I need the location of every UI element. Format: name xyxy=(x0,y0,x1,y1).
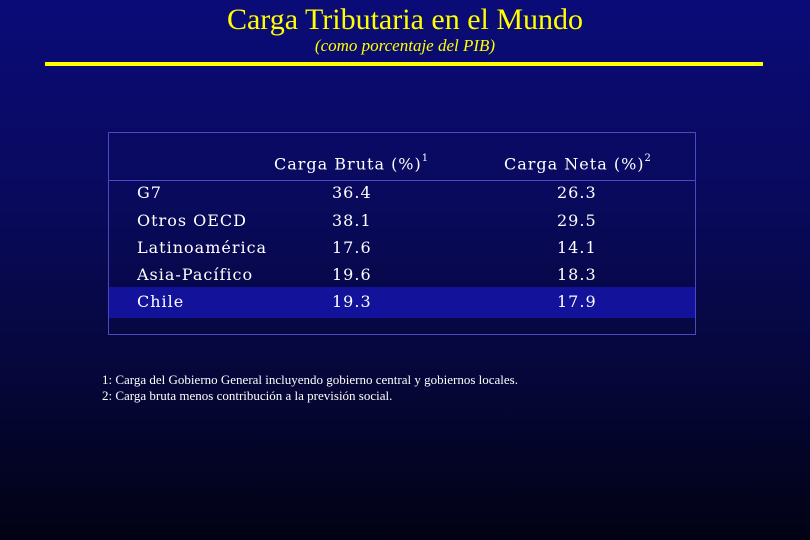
row-neta: 29.5 xyxy=(557,211,597,230)
header-carga-neta: Carga Neta (%)2 xyxy=(504,151,652,174)
footnotes: 1: Carga del Gobierno General incluyendo… xyxy=(102,372,518,404)
row-bruta: 19.3 xyxy=(332,292,372,311)
row-region: Otros OECD xyxy=(137,211,247,230)
row-neta: 14.1 xyxy=(557,238,597,257)
footnote-1: 1: Carga del Gobierno General incluyendo… xyxy=(102,372,518,387)
header-carga-bruta-note: 1 xyxy=(421,153,430,164)
row-bruta: 17.6 xyxy=(332,238,372,257)
header-carga-bruta: Carga Bruta (%)1 xyxy=(274,151,429,174)
header-carga-neta-note: 2 xyxy=(644,153,652,164)
row-region: Chile xyxy=(137,292,185,311)
page-subtitle: (como porcentaje del PIB) xyxy=(314,36,496,55)
header-divider xyxy=(109,180,695,181)
row-region: G7 xyxy=(137,183,162,202)
page-title: Carga Tributaria en el Mundo xyxy=(226,3,584,36)
header-carga-neta-label: Carga Neta (%) xyxy=(504,154,645,174)
row-neta: 26.3 xyxy=(557,183,597,202)
header-carga-bruta-label: Carga Bruta (%) xyxy=(274,154,422,174)
title-divider xyxy=(45,62,763,66)
row-region: Latinoamérica xyxy=(137,238,268,257)
row-bruta: 36.4 xyxy=(332,183,372,202)
footnote-2: 2: Carga bruta menos contribución a la p… xyxy=(102,388,393,403)
row-neta: 18.3 xyxy=(557,265,597,284)
row-bruta: 19.6 xyxy=(332,265,372,284)
row-bruta: 38.1 xyxy=(332,211,372,230)
row-region: Asia-Pacífico xyxy=(137,265,254,284)
tax-table: Carga Bruta (%)1 Carga Neta (%)2 G7 36.4… xyxy=(108,132,696,335)
row-neta: 17.9 xyxy=(557,292,597,311)
highlight-row-chile xyxy=(109,287,695,318)
